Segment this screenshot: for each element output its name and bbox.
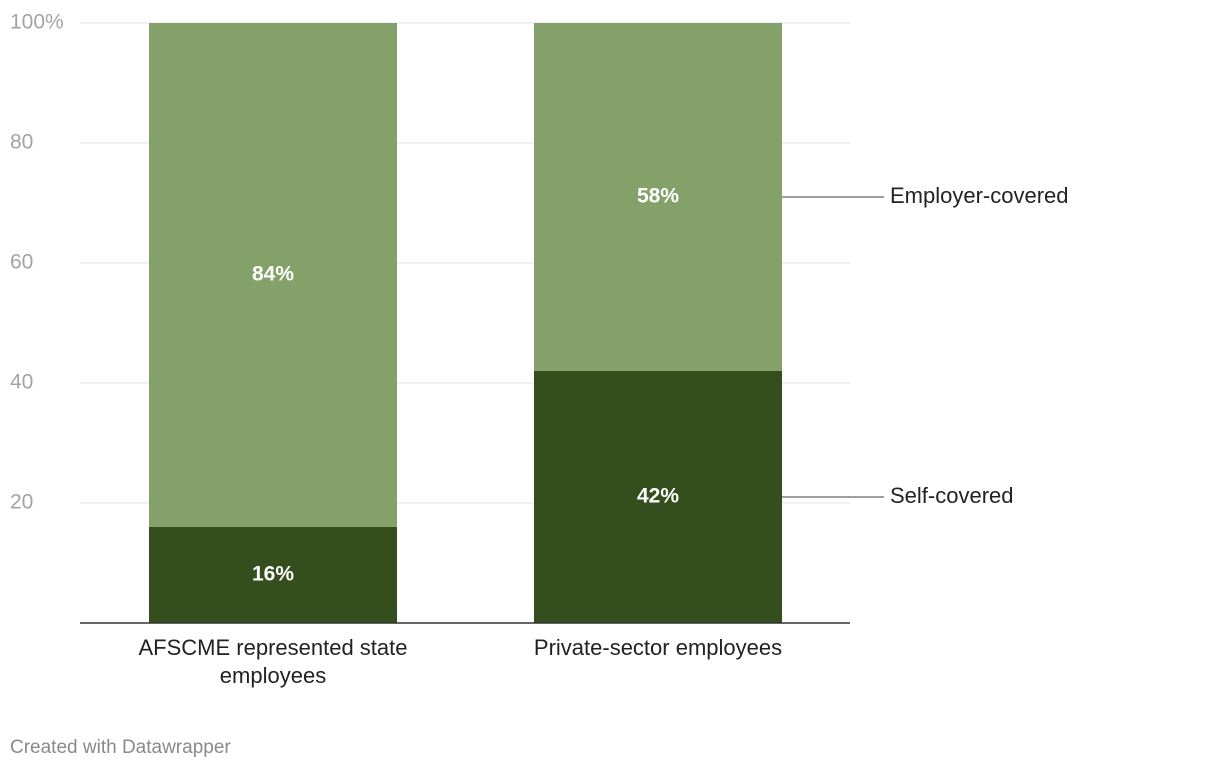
stacked-bar-chart: 20 40 60 80 100% 16% 84% 42% 58% AFSCME represe… [10,11,1069,688]
value-label: 58% [637,185,679,208]
bar-segment [534,23,782,371]
value-label: 16% [252,563,294,586]
value-label: 84% [252,263,294,286]
category-label: Private-sector employees [534,635,782,660]
datawrapper-credit: Created with Datawrapper [10,737,231,758]
bar-segment [534,371,782,623]
category-label: AFSCME represented state [138,635,407,660]
value-labels: 16% 84% 42% 58% [252,185,679,586]
y-axis-tick-labels: 20 40 60 80 100% [10,11,64,514]
y-tick-label: 20 [10,491,33,514]
y-tick-label: 60 [10,251,33,274]
bars [149,23,782,623]
value-label: 42% [637,485,679,508]
y-tick-label: 40 [10,371,33,394]
y-tick-label: 80 [10,131,33,154]
category-labels: AFSCME represented state employees Private… [138,635,782,688]
bar-segment [149,23,397,527]
bar-segment [149,527,397,623]
legend-label: Employer-covered [890,183,1069,208]
legend-label: Self-covered [890,483,1014,508]
y-tick-label: 100% [10,11,64,34]
legend: Self-covered Employer-covered [782,183,1069,508]
category-label: employees [220,663,326,688]
